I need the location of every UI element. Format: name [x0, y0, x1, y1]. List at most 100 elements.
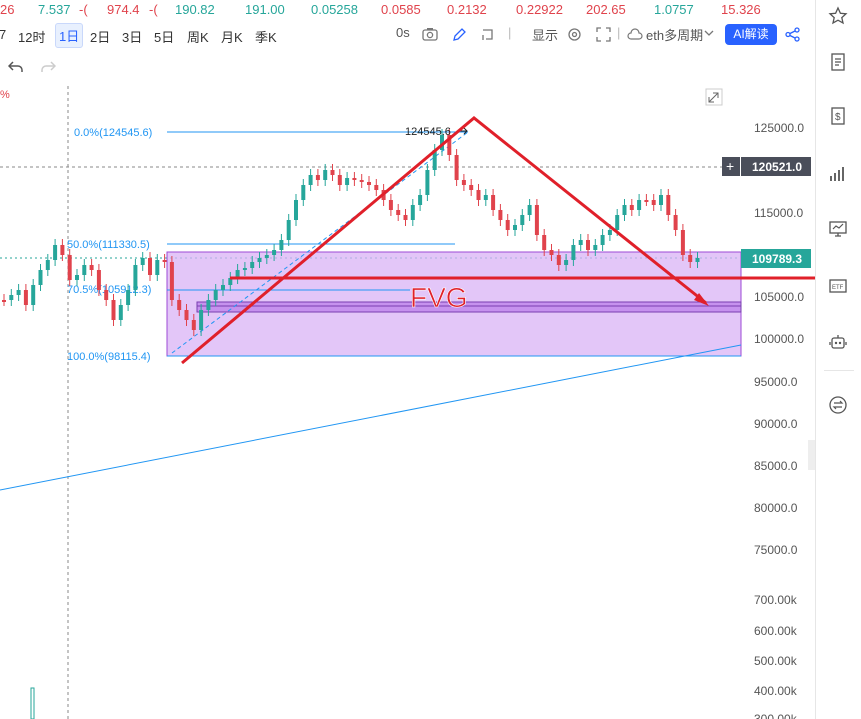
peak-price-label: 124545.6	[405, 126, 451, 138]
price-axis-label: 105000.0	[754, 290, 804, 304]
candle	[38, 270, 43, 285]
price-axis-label: 600.00k	[754, 624, 798, 638]
candle	[257, 258, 262, 262]
candle	[469, 185, 474, 190]
candle	[432, 150, 437, 170]
document-icon[interactable]	[828, 52, 848, 72]
timeframe-1d[interactable]: 1日	[55, 23, 84, 48]
ticker-value[interactable]: 0.2132	[447, 2, 487, 17]
candle	[564, 260, 569, 265]
price-axis-label: 300.00k	[754, 712, 798, 719]
ticker-value[interactable]: -(	[149, 2, 158, 17]
candle	[118, 305, 123, 320]
candle	[250, 262, 255, 268]
candle	[403, 215, 408, 220]
ticker-value[interactable]: 7.537	[38, 2, 71, 17]
crosshair-price-tag: + 120521.0	[722, 157, 811, 176]
price-axis-label: 85000.0	[754, 459, 798, 473]
candle	[155, 260, 160, 275]
sidebar-divider	[824, 370, 854, 371]
ticker-value[interactable]: 0.05258	[311, 2, 358, 17]
ticker-value[interactable]: 974.4	[107, 2, 140, 17]
camera-icon[interactable]	[422, 27, 438, 41]
redo-icon[interactable]	[40, 60, 56, 74]
candle	[542, 235, 547, 250]
candle	[111, 300, 116, 320]
candle	[206, 300, 211, 310]
chevron-down-icon[interactable]	[704, 30, 714, 37]
etf-icon[interactable]: ETF	[828, 276, 848, 296]
ticker-value[interactable]: 26	[0, 2, 15, 17]
candle	[615, 215, 620, 230]
timeframe-5d[interactable]: 5日	[154, 30, 175, 45]
timeframe-week[interactable]: 周K	[187, 30, 209, 45]
period-selector[interactable]: eth多周期	[646, 28, 704, 43]
candle	[169, 262, 174, 300]
robot-icon[interactable]	[828, 332, 848, 352]
share-icon[interactable]	[785, 27, 800, 42]
ticker-value[interactable]: -(	[79, 2, 88, 17]
dollar-document-icon[interactable]: $	[828, 106, 848, 126]
candle	[60, 245, 65, 255]
candle	[578, 240, 583, 245]
candle	[75, 275, 79, 280]
monitor-icon[interactable]	[828, 219, 848, 239]
svg-text:ETF: ETF	[832, 285, 844, 291]
red-arrow-head-icon	[694, 293, 709, 306]
ai-interpret-button[interactable]: AI解读	[725, 24, 777, 45]
bar-chart-icon[interactable]	[828, 164, 848, 184]
price-axis-label: 400.00k	[754, 684, 798, 698]
timeframe-month[interactable]: 月K	[221, 30, 243, 45]
ticker-value[interactable]: 202.65	[586, 2, 626, 17]
candle	[410, 205, 415, 220]
ticker-value[interactable]: 191.00	[245, 2, 285, 17]
cloud-icon	[627, 28, 643, 40]
pencil-icon[interactable]	[452, 27, 467, 42]
ticker-value[interactable]: 190.82	[175, 2, 215, 17]
candle	[16, 290, 21, 295]
candle	[221, 285, 225, 290]
settings-icon[interactable]	[567, 27, 582, 42]
swap-icon[interactable]	[828, 395, 848, 415]
candle	[556, 255, 561, 265]
ticker-value[interactable]: 0.0585	[381, 2, 421, 17]
display-menu[interactable]: 显示	[532, 28, 559, 43]
candle	[53, 245, 58, 260]
red-pattern-line[interactable]	[181, 116, 707, 365]
replay-icon[interactable]	[480, 27, 495, 42]
candle	[228, 278, 233, 285]
fib-label-100: 100.0%(98115.4)	[67, 351, 151, 363]
timeframe-partial[interactable]: 7	[0, 27, 7, 42]
candle	[367, 182, 371, 185]
undo-icon[interactable]	[8, 60, 24, 74]
expand-icon[interactable]	[705, 88, 723, 106]
toolbar-separator: |	[617, 25, 621, 40]
current-price-text: 109789.3	[752, 252, 802, 266]
candle	[235, 270, 240, 278]
ticker-value[interactable]: 1.0757	[654, 2, 694, 17]
candle	[644, 200, 649, 202]
toolbar-separator: |	[508, 25, 512, 40]
candle	[359, 180, 364, 182]
timeframe-3d[interactable]: 3日	[122, 30, 143, 45]
timeframe-quarter[interactable]: 季K	[255, 30, 277, 45]
candle	[593, 245, 598, 250]
ticker-value[interactable]: 0.22922	[516, 2, 563, 17]
candle	[607, 230, 612, 235]
axis-drag-handle[interactable]	[808, 440, 815, 470]
price-chart[interactable]: % 0.0%(124545.6) 50.0%(111330.5) 70.5%(1…	[0, 0, 815, 719]
candle	[148, 258, 152, 275]
ticker-value[interactable]: 15.326	[721, 2, 761, 17]
candle	[242, 268, 247, 270]
candle	[45, 260, 50, 270]
price-axis[interactable]: 125000.0 115000.0 105000.0 100000.0 95000.0 9…	[754, 121, 804, 719]
candle	[140, 258, 145, 265]
price-axis-label: 95000.0	[754, 375, 798, 389]
candle	[505, 220, 510, 230]
timeframe-2d[interactable]: 2日	[90, 30, 111, 45]
fullscreen-icon[interactable]	[596, 27, 611, 42]
candle	[527, 205, 532, 215]
timeframe-12h[interactable]: 12时	[18, 30, 46, 45]
star-icon[interactable]	[828, 6, 848, 26]
candle	[659, 195, 663, 205]
